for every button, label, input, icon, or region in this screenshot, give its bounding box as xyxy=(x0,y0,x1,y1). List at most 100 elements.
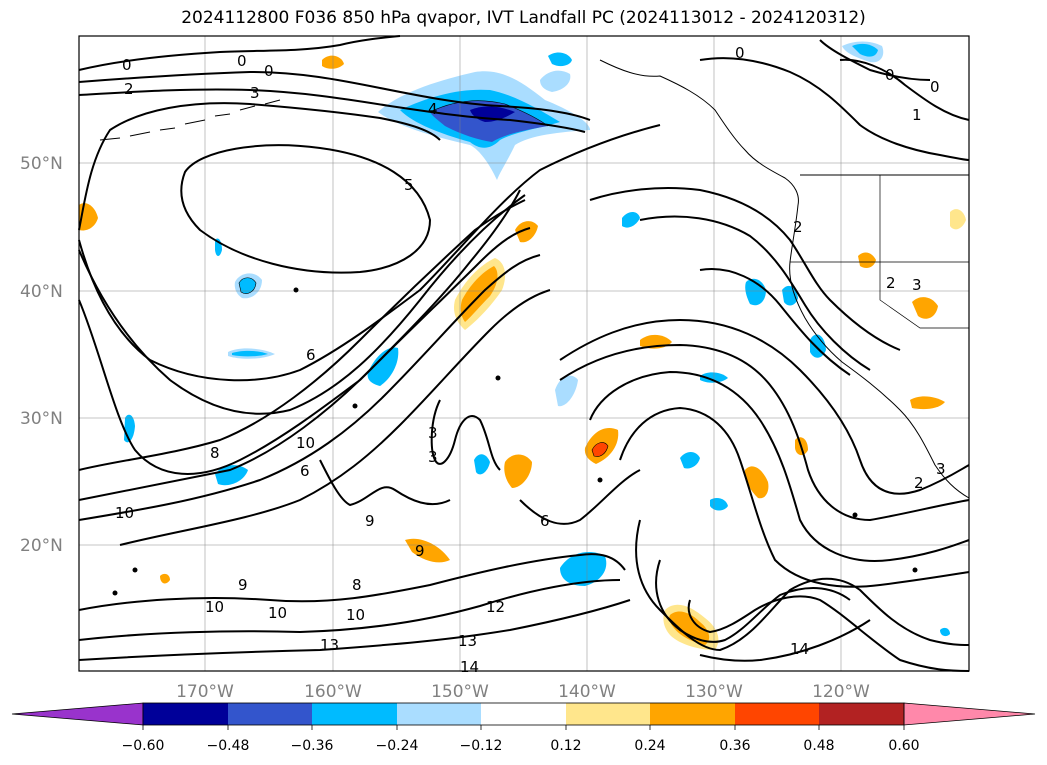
aleutian-islands xyxy=(99,99,281,141)
negative-anomaly-patch xyxy=(367,347,399,386)
coastline-alaska xyxy=(599,59,799,206)
contour-line xyxy=(78,102,441,231)
contour-label: 14 xyxy=(460,658,479,676)
contour-label: 10 xyxy=(115,504,134,522)
contour-line xyxy=(559,343,970,522)
positive-anomaly-patch xyxy=(460,266,498,322)
contour-label: 10 xyxy=(346,606,365,624)
contour-line xyxy=(699,619,871,662)
negative-anomaly-patch xyxy=(555,375,578,407)
negative-anomaly-patch xyxy=(940,627,950,637)
positive-anomaly-patch xyxy=(515,221,538,243)
contour-label: 0 xyxy=(122,56,132,74)
negative-anomaly-patch xyxy=(215,465,248,486)
contour-line xyxy=(78,189,521,475)
contour-label: 6 xyxy=(306,346,316,364)
feature-dot xyxy=(852,512,858,518)
negative-anomaly-patch xyxy=(540,70,571,92)
contour-label: 2 xyxy=(793,218,803,236)
colorbar-tick-label: 0.12 xyxy=(550,738,581,754)
lon-tick-label: 160°W xyxy=(304,682,362,702)
contour-line xyxy=(78,194,526,415)
colorbar-ticks xyxy=(142,725,905,730)
contour-label: 3 xyxy=(912,276,922,294)
contour-label: 13 xyxy=(458,632,477,650)
contour-label: 3 xyxy=(250,84,260,102)
lat-tick-label: 40°N xyxy=(20,282,63,302)
contour-label: 10 xyxy=(296,434,315,452)
contour-line xyxy=(119,289,551,546)
coastlines xyxy=(99,59,970,499)
colorbar-segment xyxy=(143,703,228,725)
contour-label: 10 xyxy=(268,604,287,622)
negative-anomaly-patch xyxy=(548,52,572,67)
contour-label: 2 xyxy=(886,274,896,292)
contour-line xyxy=(78,199,526,471)
negative-anomaly-patch xyxy=(560,552,607,586)
coastline-us-west xyxy=(789,204,970,499)
contour-label: 0 xyxy=(237,52,247,70)
shading-outline xyxy=(591,442,609,457)
contour-label: 8 xyxy=(210,444,220,462)
colorbar-segment xyxy=(735,703,819,725)
shading-outline xyxy=(429,100,549,127)
contour-line xyxy=(78,254,541,521)
contour-label: 10 xyxy=(205,598,224,616)
contour-line xyxy=(78,553,626,611)
map-frame xyxy=(78,35,970,672)
lon-tick-labels: 170°W 160°W 150°W 140°W 130°W 120°W xyxy=(176,682,870,702)
colorbar-tick-label: 0.24 xyxy=(634,738,665,754)
positive-anomaly-patch xyxy=(669,611,710,645)
colorbar-extend-high xyxy=(903,702,1036,726)
contour-label: 12 xyxy=(486,598,505,616)
lat-tick-label: 20°N xyxy=(20,536,63,556)
contour-line xyxy=(180,144,432,274)
contour-line xyxy=(589,370,970,562)
contour-lines xyxy=(78,35,970,672)
positive-anomaly-patch xyxy=(858,252,876,268)
contour-label: 8 xyxy=(352,576,362,594)
positive-anomaly-patch xyxy=(910,396,945,410)
contour-line xyxy=(319,459,451,507)
contour-line xyxy=(819,39,931,81)
colorbar-extend-low xyxy=(11,702,144,726)
small-contour-features xyxy=(112,287,918,596)
contour-line xyxy=(687,595,970,672)
contour-label: 6 xyxy=(540,512,550,530)
contour-label: 0 xyxy=(885,66,895,84)
map-panel: 0 0 0 0 0 0 1 2 3 4 5 6 6 6 8 8 9 9 9 10… xyxy=(78,35,970,676)
shading-outline xyxy=(238,277,257,294)
contour-label: 4 xyxy=(428,100,438,118)
colorbar-tick-label: −0.36 xyxy=(291,738,334,754)
colorbar-tick-label: −0.12 xyxy=(460,738,503,754)
contour-label: 13 xyxy=(320,636,339,654)
contour-line xyxy=(78,579,621,641)
contour-line xyxy=(619,406,970,588)
feature-dot xyxy=(293,287,299,293)
positive-anomaly-patch xyxy=(912,297,938,319)
colorbar-tick-labels: −0.60 −0.48 −0.36 −0.24 −0.12 0.12 0.24 … xyxy=(122,738,920,754)
border-states xyxy=(790,175,969,329)
contour-label: 5 xyxy=(404,176,414,194)
negative-anomaly-patch xyxy=(239,277,256,294)
contour-labels: 0 0 0 0 0 0 1 2 3 4 5 6 6 6 8 8 9 9 9 10… xyxy=(115,44,946,676)
contour-line xyxy=(655,559,851,643)
colorbar-tick-label: −0.24 xyxy=(376,738,419,754)
contour-label: 3 xyxy=(428,448,438,466)
colorbar-segment xyxy=(228,703,312,725)
contour-line xyxy=(78,124,661,382)
contour-label: 2 xyxy=(914,474,924,492)
contour-line xyxy=(78,70,591,121)
positive-anomaly-patch xyxy=(504,454,532,488)
contour-line xyxy=(519,469,641,525)
contour-line xyxy=(699,268,851,376)
feature-dot xyxy=(352,403,358,409)
lon-tick-label: 140°W xyxy=(558,682,616,702)
contour-line xyxy=(699,57,970,161)
contour-label: 9 xyxy=(238,576,248,594)
colorbar-tick-label: 0.48 xyxy=(803,738,834,754)
lat-tick-label: 30°N xyxy=(20,409,63,429)
contour-line xyxy=(78,35,401,71)
colorbar-segment xyxy=(566,703,650,725)
